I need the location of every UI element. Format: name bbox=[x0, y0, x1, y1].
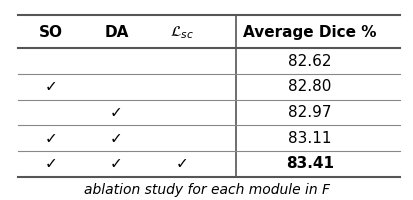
Text: ✓: ✓ bbox=[44, 156, 57, 171]
Text: ✓: ✓ bbox=[110, 131, 123, 146]
Text: ablation study for each module in F: ablation study for each module in F bbox=[84, 183, 329, 197]
Text: ✓: ✓ bbox=[44, 79, 57, 94]
Text: ✓: ✓ bbox=[44, 131, 57, 146]
Text: 83.11: 83.11 bbox=[287, 131, 331, 146]
Text: $\mathcal{L}_{sc}$: $\mathcal{L}_{sc}$ bbox=[170, 24, 194, 41]
Text: 82.80: 82.80 bbox=[287, 79, 331, 94]
Text: Average Dice %: Average Dice % bbox=[242, 25, 376, 40]
Text: DA: DA bbox=[104, 25, 128, 40]
Text: 82.97: 82.97 bbox=[287, 105, 331, 120]
Text: 83.41: 83.41 bbox=[285, 156, 333, 171]
Text: ✓: ✓ bbox=[110, 105, 123, 120]
Text: SO: SO bbox=[39, 25, 63, 40]
Text: ✓: ✓ bbox=[110, 156, 123, 171]
Text: 82.62: 82.62 bbox=[287, 54, 331, 69]
Text: ✓: ✓ bbox=[176, 156, 188, 171]
